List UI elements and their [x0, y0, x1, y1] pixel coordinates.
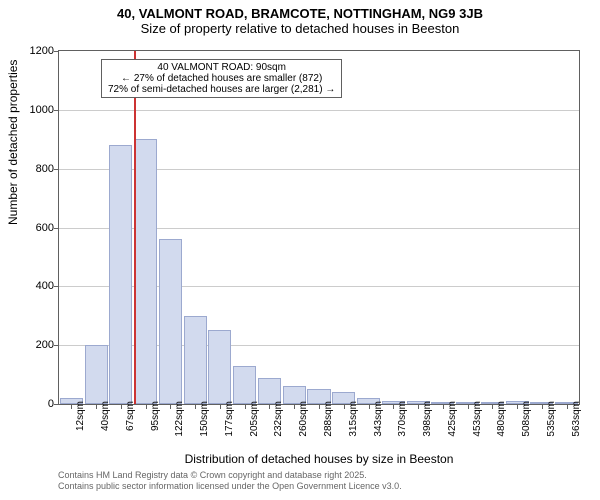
x-tick-label: 67sqm: [125, 401, 136, 431]
chart-plot-area: 02004006008001000120012sqm40sqm67sqm95sq…: [58, 50, 580, 405]
x-tick-label: 177sqm: [224, 401, 235, 437]
x-tick-mark: [492, 404, 493, 409]
y-tick-label: 400: [24, 280, 54, 292]
histogram-bar: [159, 239, 182, 404]
y-tick-mark: [54, 345, 59, 346]
annotation-box: 40 VALMONT ROAD: 90sqm← 27% of detached …: [101, 59, 342, 98]
x-tick-mark: [146, 404, 147, 409]
x-tick-label: 508sqm: [521, 401, 532, 437]
x-tick-mark: [245, 404, 246, 409]
footer-line1: Contains HM Land Registry data © Crown c…: [58, 470, 402, 481]
x-tick-mark: [269, 404, 270, 409]
x-tick-label: 480sqm: [496, 401, 507, 437]
histogram-bar: [208, 330, 231, 404]
footer-line2: Contains public sector information licen…: [58, 481, 402, 492]
x-tick-mark: [567, 404, 568, 409]
histogram-bar: [233, 366, 256, 404]
x-tick-mark: [418, 404, 419, 409]
x-tick-mark: [195, 404, 196, 409]
x-tick-label: 95sqm: [150, 401, 161, 431]
annotation-line1: 40 VALMONT ROAD: 90sqm: [108, 62, 335, 73]
histogram-bar: [134, 139, 157, 404]
x-tick-mark: [319, 404, 320, 409]
x-tick-label: 343sqm: [373, 401, 384, 437]
x-tick-label: 398sqm: [422, 401, 433, 437]
x-tick-mark: [71, 404, 72, 409]
x-tick-label: 205sqm: [249, 401, 260, 437]
x-tick-label: 288sqm: [323, 401, 334, 437]
x-tick-label: 315sqm: [348, 401, 359, 437]
x-tick-mark: [468, 404, 469, 409]
histogram-bar: [109, 145, 132, 404]
x-tick-label: 40sqm: [100, 401, 111, 431]
chart-footer: Contains HM Land Registry data © Crown c…: [58, 470, 402, 493]
x-tick-label: 12sqm: [75, 401, 86, 431]
x-tick-mark: [121, 404, 122, 409]
x-tick-mark: [294, 404, 295, 409]
subject-marker-line: [134, 51, 136, 404]
x-tick-label: 122sqm: [174, 401, 185, 437]
y-tick-label: 0: [24, 398, 54, 410]
gridline: [59, 110, 579, 111]
x-tick-label: 150sqm: [199, 401, 210, 437]
chart-title: 40, VALMONT ROAD, BRAMCOTE, NOTTINGHAM, …: [0, 6, 600, 21]
x-tick-mark: [369, 404, 370, 409]
y-tick-mark: [54, 51, 59, 52]
x-axis-label: Distribution of detached houses by size …: [58, 452, 580, 466]
y-tick-mark: [54, 286, 59, 287]
histogram-bar: [85, 345, 108, 404]
y-tick-mark: [54, 404, 59, 405]
x-tick-mark: [517, 404, 518, 409]
x-tick-mark: [96, 404, 97, 409]
x-tick-mark: [443, 404, 444, 409]
x-tick-mark: [170, 404, 171, 409]
chart-title-block: 40, VALMONT ROAD, BRAMCOTE, NOTTINGHAM, …: [0, 0, 600, 36]
histogram-bar: [184, 316, 207, 404]
x-tick-label: 370sqm: [397, 401, 408, 437]
y-tick-label: 200: [24, 339, 54, 351]
y-tick-label: 600: [24, 222, 54, 234]
y-tick-label: 800: [24, 163, 54, 175]
x-tick-label: 260sqm: [298, 401, 309, 437]
y-tick-mark: [54, 169, 59, 170]
y-tick-mark: [54, 228, 59, 229]
y-tick-label: 1000: [24, 104, 54, 116]
y-axis-label: Number of detached properties: [6, 60, 20, 225]
x-tick-label: 563sqm: [571, 401, 582, 437]
x-tick-mark: [220, 404, 221, 409]
x-tick-mark: [393, 404, 394, 409]
x-tick-label: 535sqm: [546, 401, 557, 437]
y-tick-mark: [54, 110, 59, 111]
x-tick-label: 232sqm: [273, 401, 284, 437]
chart-subtitle: Size of property relative to detached ho…: [0, 21, 600, 36]
y-tick-label: 1200: [24, 45, 54, 57]
annotation-line2: ← 27% of detached houses are smaller (87…: [108, 73, 335, 84]
x-tick-mark: [542, 404, 543, 409]
x-tick-label: 425sqm: [447, 401, 458, 437]
annotation-line3: 72% of semi-detached houses are larger (…: [108, 84, 335, 95]
x-tick-label: 453sqm: [472, 401, 483, 437]
x-tick-mark: [344, 404, 345, 409]
